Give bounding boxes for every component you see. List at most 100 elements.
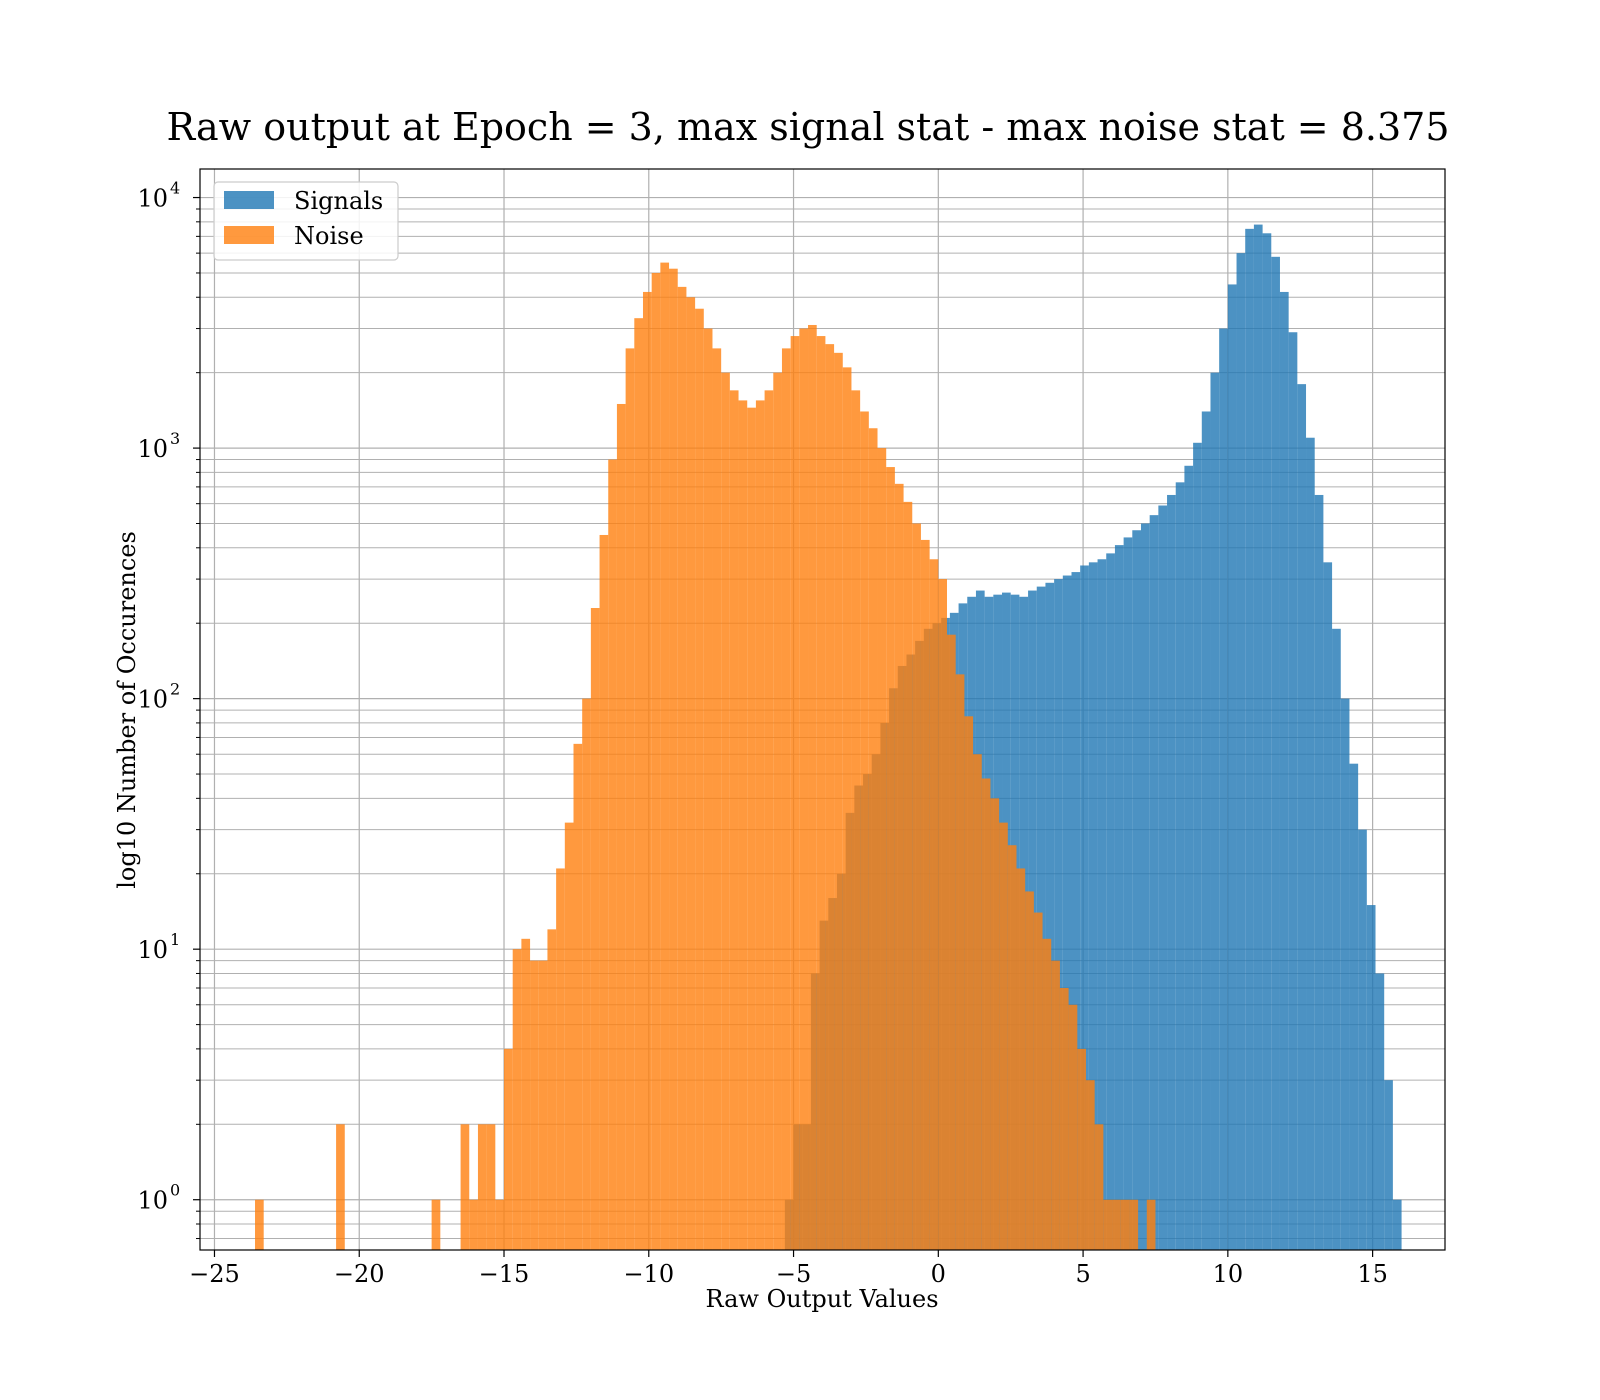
noise-bar [686,297,696,1250]
noise-bar [903,501,913,1250]
signals-bar [1106,553,1115,1250]
x-tick-label: 10 [1213,1260,1244,1288]
noise-bar [781,348,791,1250]
noise-bar [538,960,548,1250]
noise-series [255,262,1156,1251]
noise-bar [695,308,704,1250]
noise-bar [1085,1080,1095,1250]
signals-bar [1184,465,1194,1250]
signals-bar [1340,698,1350,1250]
y-tick-label: 10 [137,435,168,463]
noise-bar [669,268,678,1251]
noise-bar [920,539,930,1250]
legend-label-noise: Noise [294,222,364,250]
signals-bar [1210,372,1220,1250]
signals-bar [1262,233,1272,1251]
signals-bar [1080,565,1089,1250]
x-tick-label: −25 [189,1260,240,1288]
signals-bar [1349,763,1359,1250]
noise-bar [973,754,982,1250]
noise-bar [816,336,826,1250]
noise-bar [1042,938,1052,1250]
noise-bar [1094,1124,1104,1250]
y-axis-label: log10 Number of Occurences [113,531,141,889]
noise-bar [990,798,1000,1250]
noise-bar [703,328,713,1251]
noise-bar [651,272,661,1250]
signals-bar [1097,559,1107,1250]
noise-bar [608,459,617,1251]
noise-bar [469,1199,478,1250]
x-tick-label: −15 [479,1260,530,1288]
noise-bar [547,929,557,1250]
x-axis-label: Raw Output Values [705,1285,938,1313]
noise-bar [460,1124,470,1250]
y-tick-label: 10 [137,686,168,714]
legend-label-signals: Signals [294,187,383,215]
noise-bar [1103,1199,1113,1250]
noise-bar [1112,1199,1121,1250]
signals-bar [1323,562,1333,1250]
signals-bar [1132,530,1141,1250]
noise-bar [512,949,522,1250]
noise-bar [947,634,956,1250]
noise-bar [929,559,939,1250]
x-tick-label: 5 [1075,1260,1090,1288]
noise-bar [1051,960,1060,1250]
x-tick-label: −5 [776,1260,811,1288]
y-tick-exponent: 2 [170,680,180,699]
noise-bar [764,390,774,1250]
y-tick-label: 10 [137,936,168,964]
signals-bar [1271,256,1280,1250]
signals-bar [1366,905,1376,1250]
noise-bar [894,483,904,1251]
noise-bar [625,348,635,1250]
noise-bar [1059,987,1069,1250]
noise-bar [1068,1004,1078,1250]
noise-bar [336,1124,345,1250]
signals-bar [1236,253,1246,1250]
noise-bar [938,579,947,1250]
noise-bar [564,822,574,1250]
noise-bar [842,367,852,1250]
signals-bar [1279,291,1289,1251]
signals-bar [1314,494,1324,1250]
noise-bar [573,743,583,1250]
signals-bar [1088,562,1098,1250]
signals-bar [1358,829,1367,1250]
noise-bar [477,1124,487,1250]
y-tick-exponent: 0 [170,1181,180,1200]
noise-bar [634,318,643,1251]
noise-bar [521,938,531,1250]
noise-bar [799,328,809,1251]
signals-bar [1062,575,1072,1250]
y-tick-exponent: 3 [170,429,180,448]
signals-bar [1384,1080,1393,1250]
noise-bar [1016,868,1026,1250]
signals-bar [1332,628,1341,1250]
plot-area [199,168,1446,1251]
signals-bar [1193,442,1202,1250]
noise-bar [721,372,730,1250]
noise-bar [747,407,756,1251]
noise-bar [1007,845,1017,1250]
x-tick-label: −10 [623,1260,674,1288]
signals-bar [1158,505,1168,1250]
noise-bar [530,960,539,1250]
signals-bar [1175,482,1185,1251]
x-tick-label: −20 [334,1260,385,1288]
noise-bar [255,1199,264,1250]
signals-bar [1288,332,1298,1251]
signals-bar [1054,579,1063,1250]
noise-bar [955,674,965,1250]
signals-bar [1392,1199,1402,1250]
noise-bar [1129,1199,1139,1250]
noise-bar [599,534,609,1250]
noise-bar [886,467,895,1250]
noise-bar [431,1199,441,1250]
legend-swatch-signals [224,191,274,209]
noise-bar [642,291,652,1251]
legend-swatch-noise [224,226,274,244]
